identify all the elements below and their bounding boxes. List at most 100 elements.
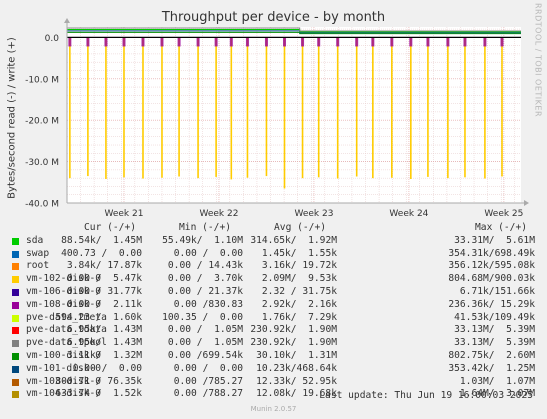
legend-name: vm-106-disk-0	[26, 285, 102, 297]
read-spike-top	[264, 37, 268, 47]
read-spike-top	[160, 37, 164, 47]
legend-min: 0.00 / 0.00	[173, 362, 243, 374]
legend-name: root	[26, 260, 50, 272]
legend-min: 0.00 /699.54k	[167, 349, 243, 361]
chart-title: Throughput per device - by month	[161, 10, 386, 25]
legend-max: 33.31M/ 5.61M	[454, 234, 535, 246]
legend-max: 33.13M/ 5.39M	[454, 337, 535, 349]
legend-swatch	[12, 288, 19, 296]
legend-min: 0.00 /785.27	[173, 375, 243, 387]
read-spike	[391, 37, 393, 178]
read-spike-top	[86, 37, 90, 47]
y-tick-label: -10.0 M	[25, 75, 59, 85]
read-spike	[161, 37, 163, 178]
read-spike-top	[214, 37, 218, 47]
legend-cur: 400.73 / 0.00	[61, 247, 142, 259]
legend-min: 0.00 /788.27	[173, 388, 243, 400]
legend-max: 33.13M/ 5.39M	[454, 324, 535, 336]
legend-name: pve-data_tmeta	[26, 311, 107, 323]
legend-swatch	[12, 301, 19, 309]
legend-avg: 314.65k/ 1.92M	[250, 234, 337, 246]
legend-avg: 2.09M/ 9.53k	[261, 273, 337, 285]
y-tick-label: -20.0 M	[25, 117, 59, 127]
legend-avg: 1.45k/ 1.55k	[261, 247, 337, 259]
read-spike-top	[371, 37, 375, 47]
legend-min: 0.00 / 1.05M	[167, 324, 243, 336]
legend-cur: 3.84k/ 17.87k	[66, 260, 142, 272]
read-spike-top	[317, 37, 321, 47]
legend-swatch	[12, 340, 19, 348]
legend-row: vm-108-disk-0 0.00 / 2.11k 0.00 /830.83 2.9…	[10, 299, 540, 312]
legend-min: 100.35 / 0.00	[162, 311, 243, 323]
read-spike	[215, 37, 217, 177]
legend-max: 804.68M/900.03k	[448, 273, 535, 285]
read-spike-top	[409, 37, 413, 47]
legend-avg: 2.92k/ 2.16k	[261, 298, 337, 310]
legend-avg: 2.32 / 31.75k	[261, 285, 337, 297]
legend-swatch	[12, 237, 19, 245]
legend-cur: 0.00 / 31.77k	[66, 285, 142, 297]
legend-max: 354.31k/698.49k	[448, 247, 535, 259]
legend-row: swap 400.73 / 0.00 0.00 / 0.00 1.45k/ 1.55k…	[10, 248, 540, 261]
legend-name: swap	[26, 247, 50, 259]
legend-max: 356.12k/595.08k	[448, 260, 535, 272]
legend-cur: 0.00 / 5.47k	[66, 273, 142, 285]
read-spike	[87, 37, 89, 177]
legend-row: root 3.84k/ 17.87k 0.00 / 14.43k 3.16k/ 19.…	[10, 260, 540, 273]
legend-row: vm-101-disk-0 0.00 / 0.00 0.00 / 0.00 10.23…	[10, 363, 540, 376]
read-spike	[230, 37, 233, 180]
legend-name: vm-103-disk-0	[26, 375, 102, 387]
legend-swatch	[12, 314, 19, 322]
x-tick-label: Week 22	[199, 209, 238, 219]
legend-name: sda	[26, 234, 44, 246]
read-spike-top	[463, 37, 467, 47]
legend-max: 1.64M/ 3.07M	[459, 388, 535, 400]
read-spike-top	[390, 37, 394, 47]
legend-cur: 594.23 / 1.60k	[55, 311, 142, 323]
x-axis-arrow	[524, 200, 529, 206]
legend-min: 0.00 / 1.05M	[167, 337, 243, 349]
read-spike	[336, 37, 339, 179]
legend-row: vm-100-disk-0 3.11k/ 1.32M 0.00 /699.54k 30…	[10, 350, 540, 363]
x-tick-label: Week 23	[294, 209, 333, 219]
legend-cur: 88.54k/ 1.45M	[61, 234, 142, 246]
read-spike	[197, 37, 199, 179]
read-spike	[372, 37, 374, 179]
read-spike	[427, 37, 429, 177]
legend-header-max: Max (-/+)	[475, 222, 527, 233]
read-spike	[69, 37, 71, 179]
legend-cur: 0.00 / 2.11k	[66, 298, 142, 310]
read-spike-top	[122, 37, 126, 47]
legend-max: 802.75k/ 2.60M	[448, 349, 535, 361]
read-spike-top	[104, 37, 108, 47]
legend-min: 0.00 / 0.00	[173, 247, 243, 259]
read-spike	[355, 37, 358, 177]
y-axis-arrow	[64, 18, 70, 23]
legend-min: 0.00 / 21.37k	[167, 285, 243, 297]
legend-name: pve-data_tdata	[26, 324, 107, 336]
read-spike	[105, 37, 107, 179]
legend-swatch	[12, 327, 19, 335]
legend-swatch	[12, 263, 19, 271]
read-spike	[283, 37, 286, 189]
read-spike	[317, 37, 320, 178]
read-spike-top	[141, 37, 145, 47]
legend-row: pve-data_tpool 6.95k/ 1.43M 0.00 / 1.05M 23…	[10, 337, 540, 350]
legend-cur: 6.95k/ 1.43M	[66, 337, 142, 349]
legend-avg: 12.33k/ 52.95k	[256, 375, 337, 387]
write-band-line	[67, 27, 521, 32]
legend-header: Cur (-/+) Min (-/+) Avg (-/+) Max (-/+)	[10, 222, 540, 235]
legend-min: 0.00 / 14.43k	[167, 260, 243, 272]
x-tick-label: Week 21	[104, 209, 143, 219]
legend-row: pve-data_tdata 6.95k/ 1.43M 0.00 / 1.05M 23…	[10, 324, 540, 337]
read-spike	[265, 37, 268, 177]
legend-cur: 6.95k/ 1.43M	[66, 324, 142, 336]
legend-swatch	[12, 276, 19, 284]
legend-avg: 1.76k/ 7.29k	[261, 311, 337, 323]
munin-version: Munin 2.0.57	[250, 405, 297, 413]
read-spike-top	[301, 37, 305, 47]
legend-name: pve-data_tpool	[26, 337, 107, 349]
legend-name: vm-108-disk-0	[26, 298, 102, 310]
legend-row: sda 88.54k/ 1.45M 55.49k/ 1.10M 314.65k/ 1.…	[10, 235, 540, 248]
legend-header-cur: Cur (-/+)	[84, 222, 136, 233]
